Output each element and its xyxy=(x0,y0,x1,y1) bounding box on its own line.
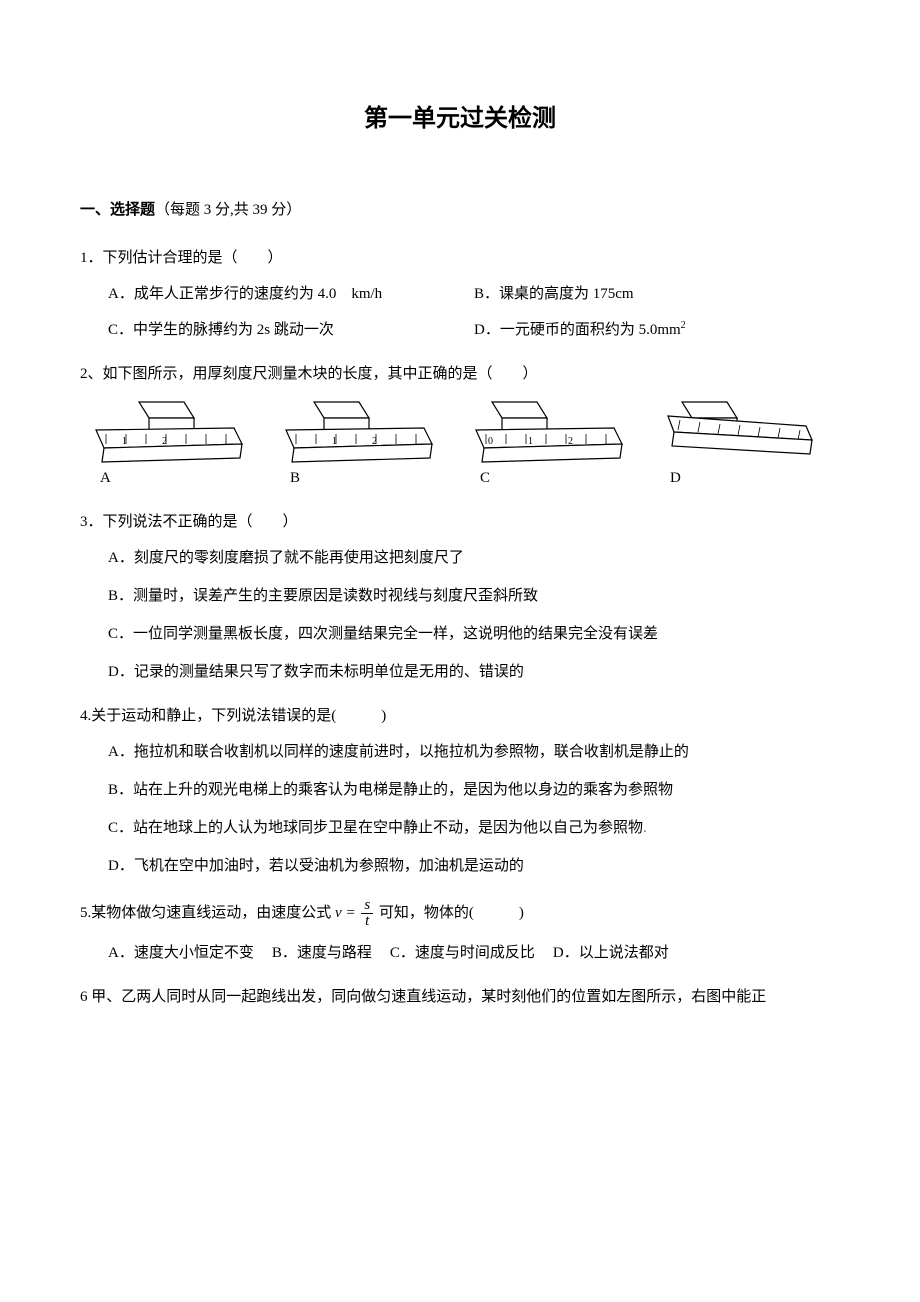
q2-label-c: C xyxy=(474,466,490,490)
q3-option-c: C．一位同学测量黑板长度，四次测量结果完全一样，这说明他的结果完全没有误差 xyxy=(108,622,840,646)
question-1: 1．下列估计合理的是（ ） A．成年人正常步行的速度约为 4.0 km/h B．… xyxy=(80,246,840,342)
q1-option-d: D．一元硬币的面积约为 5.0mm2 xyxy=(474,318,840,342)
section-1-rest: （每题 3 分,共 39 分） xyxy=(155,202,301,218)
section-1-bold: 一、选择题 xyxy=(80,202,155,218)
q4-stem: 4.关于运动和静止，下列说法错误的是( ) xyxy=(80,704,840,728)
q1-option-c: C．中学生的脉搏约为 2s 跳动一次 xyxy=(108,318,474,342)
svg-text:0: 0 xyxy=(488,436,493,447)
section-1-header: 一、选择题（每题 3 分,共 39 分） xyxy=(80,198,840,222)
q5-option-a: A．速度大小恒定不变 xyxy=(108,941,254,965)
q1-option-b: B．课桌的高度为 175cm xyxy=(474,282,840,306)
page-title: 第一单元过关检测 xyxy=(80,100,840,138)
q2-label-b: B xyxy=(284,466,300,490)
svg-text:1: 1 xyxy=(528,436,533,447)
ruler-icon: 12 xyxy=(284,400,434,464)
question-2: 2、如下图所示，用厚刻度尺测量木块的长度，其中正确的是（ ） 12 A 12 xyxy=(80,362,840,490)
q4-option-a: A．拖拉机和联合收割机以同样的速度前进时，以拖拉机为参照物，联合收割机是静止的 xyxy=(108,740,840,764)
question-3: 3．下列说法不正确的是（ ） A．刻度尺的零刻度磨损了就不能再使用这把刻度尺了 … xyxy=(80,510,840,684)
q1-option-a: A．成年人正常步行的速度约为 4.0 km/h xyxy=(108,282,474,306)
q5-option-d: D．以上说法都对 xyxy=(553,941,669,965)
svg-text:2: 2 xyxy=(162,436,167,447)
q4-option-b: B．站在上升的观光电梯上的乘客认为电梯是静止的，是因为他以身边的乘客为参照物 xyxy=(108,778,840,802)
ruler-icon: 12 xyxy=(94,400,244,464)
q2-label-a: A xyxy=(94,466,111,490)
q3-option-a: A．刻度尺的零刻度磨损了就不能再使用这把刻度尺了 xyxy=(108,546,840,570)
q3-option-b: B．测量时，误差产生的主要原因是读数时视线与刻度尺歪斜所致 xyxy=(108,584,840,608)
svg-text:1: 1 xyxy=(332,436,337,447)
ruler-icon xyxy=(664,400,814,464)
q2-diagram-d: D xyxy=(664,400,814,490)
ruler-icon: 012 xyxy=(474,400,624,464)
q3-option-d: D．记录的测量结果只写了数字而未标明单位是无用的、错误的 xyxy=(108,660,840,684)
q2-stem: 2、如下图所示，用厚刻度尺测量木块的长度，其中正确的是（ ） xyxy=(80,362,840,386)
q2-diagram-b: 12 B xyxy=(284,400,434,490)
q3-stem: 3．下列说法不正确的是（ ） xyxy=(80,510,840,534)
question-4: 4.关于运动和静止，下列说法错误的是( ) A．拖拉机和联合收割机以同样的速度前… xyxy=(80,704,840,878)
q2-label-d: D xyxy=(664,466,681,490)
q2-diagram-row: 12 A 12 B 012 xyxy=(80,400,840,490)
question-6: 6 甲、乙两人同时从同一起跑线出发，同向做匀速直线运动，某时刻他们的位置如左图所… xyxy=(80,985,840,1009)
q4-option-c: C．站在地球上的人认为地球同步卫星在空中静止不动，是因为他以自己为参照物. xyxy=(108,816,840,840)
svg-text:1: 1 xyxy=(122,436,127,447)
q5-stem: 5.某物体做匀速直线运动，由速度公式 v = st 可知，物体的( ) xyxy=(80,898,840,929)
q4-option-d: D．飞机在空中加油时，若以受油机为参照物，加油机是运动的 xyxy=(108,854,840,878)
q2-diagram-a: 12 A xyxy=(94,400,244,490)
q1-stem: 1．下列估计合理的是（ ） xyxy=(80,246,840,270)
q2-diagram-c: 012 C xyxy=(474,400,624,490)
q5-option-c: C．速度与时间成反比 xyxy=(390,941,535,965)
q5-option-b: B．速度与路程 xyxy=(272,941,372,965)
question-5: 5.某物体做匀速直线运动，由速度公式 v = st 可知，物体的( ) A．速度… xyxy=(80,898,840,965)
q6-stem: 6 甲、乙两人同时从同一起跑线出发，同向做匀速直线运动，某时刻他们的位置如左图所… xyxy=(80,985,840,1009)
